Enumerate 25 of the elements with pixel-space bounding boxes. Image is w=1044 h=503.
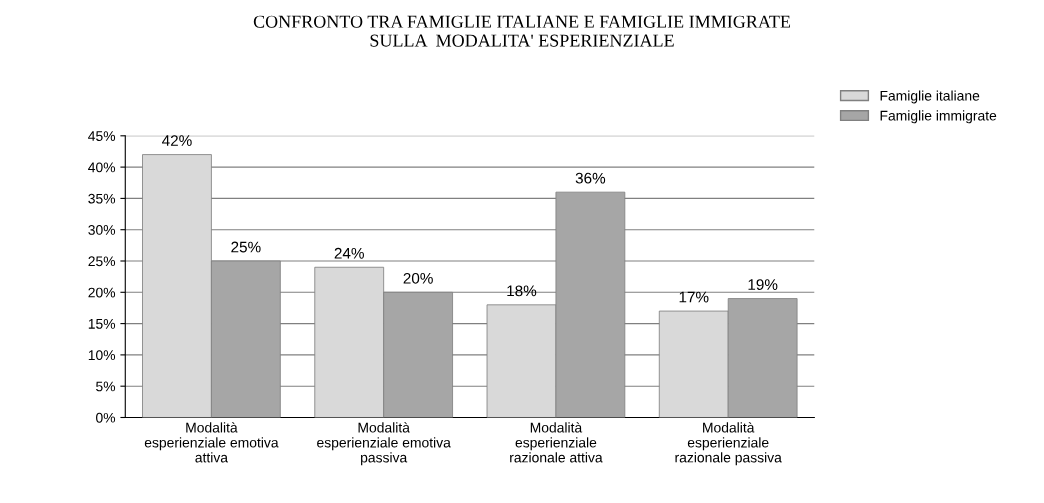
data-label: 19% [748,279,778,290]
x-tick-label: Modalità esperienziale razionale passiva [675,422,782,466]
legend-label: Famiglie italiane [880,90,980,104]
x-tick-label: Modalità esperienziale razionale attiva [510,422,603,463]
x-tick-label: Modalità esperienziale emotiva attiva [144,422,279,463]
y-tick-label: 20% [88,287,116,298]
y-tick-label: 25% [88,256,116,267]
data-label: 18% [507,285,537,297]
data-label: 17% [679,291,709,303]
y-tick-label: 40% [88,162,116,173]
data-label: 36% [575,172,606,184]
y-tick-label: 0% [96,412,116,423]
chart-title: CONFRONTO TRA FAMIGLIE ITALIANE E FAMIGLIE IMMIGRATE SULLA MODALITA' ESPERIENZIALE [253,15,791,47]
y-tick-label: 35% [88,193,116,204]
y-tick-label: 30% [88,225,116,235]
y-tick-label: 15% [88,318,116,329]
y-tick-label: 5% [96,381,116,392]
legend-label: Famiglie immigrate [880,110,997,124]
data-label: 42% [162,135,192,146]
data-label: 25% [231,241,261,253]
data-label: 20% [403,272,433,284]
y-tick-label: 45% [88,131,116,141]
data-label: 24% [334,247,364,259]
x-tick-label: Modalità esperienziale emotiva passiva [317,422,451,466]
y-tick-label: 10% [88,350,116,361]
